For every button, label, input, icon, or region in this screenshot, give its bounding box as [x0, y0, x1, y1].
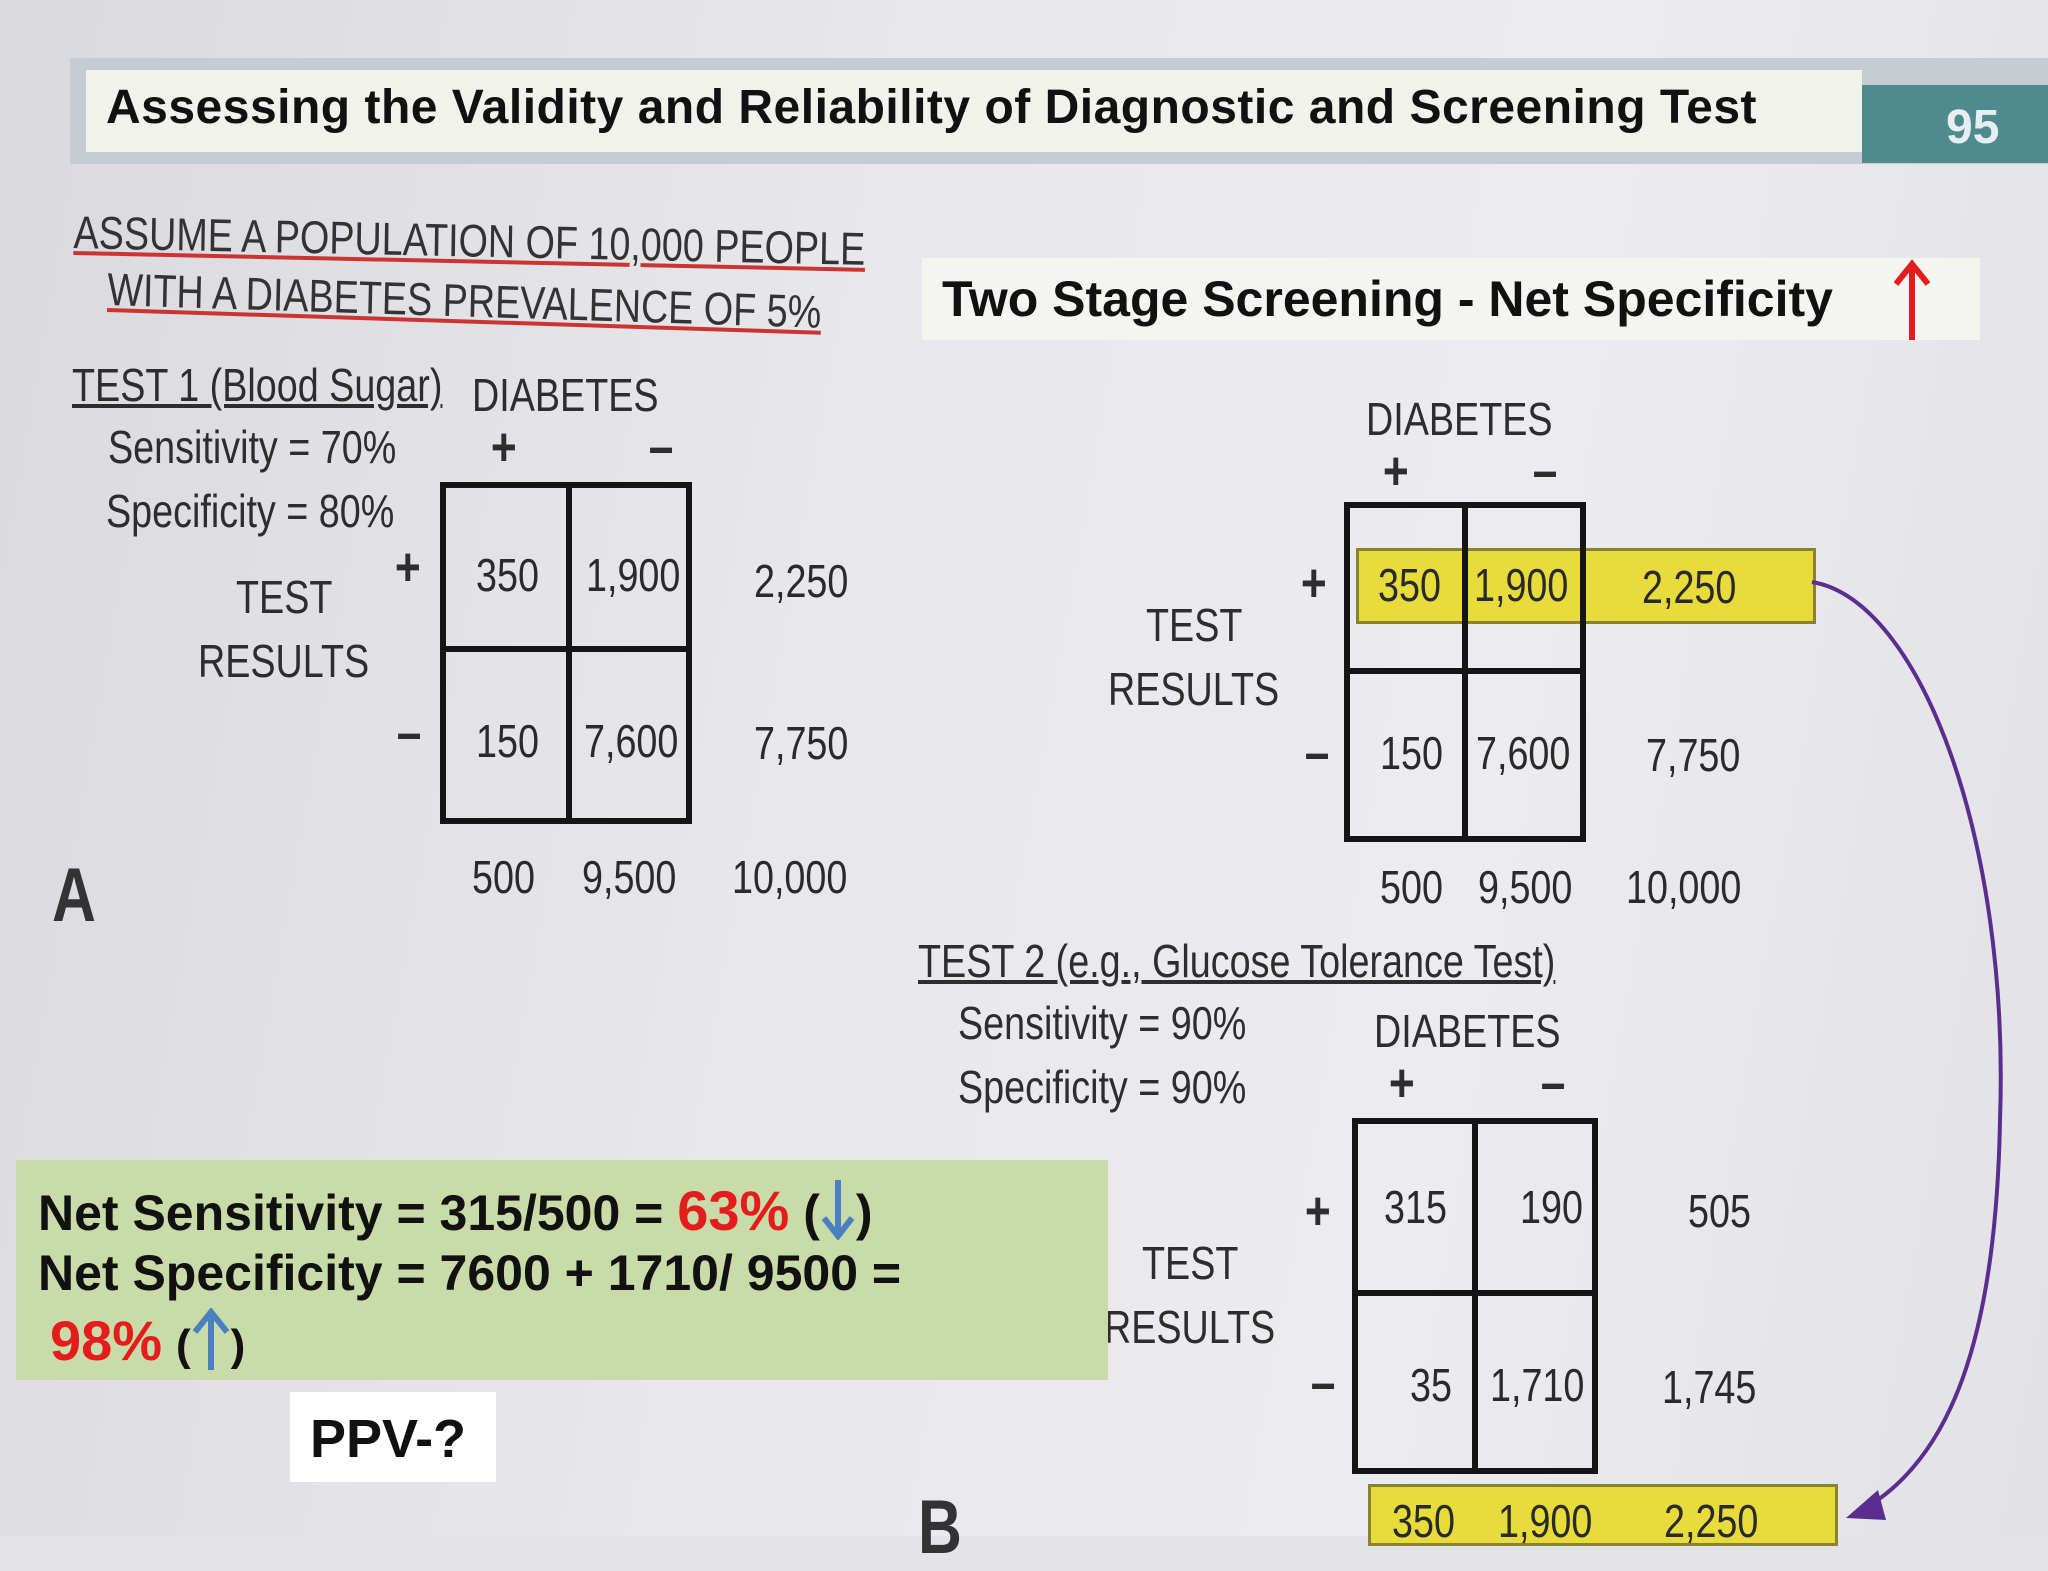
test2-bottom-tp: 350	[1392, 1495, 1455, 1547]
paren-open-2: (	[176, 1321, 191, 1370]
stage1-cell-fn: 150	[1380, 727, 1443, 779]
blue-up-arrow-icon	[192, 1308, 229, 1370]
assumption-line-2: WITH A DIABETES PREVALENCE OF 5%	[106, 262, 822, 338]
purple-curved-arrow-icon	[1811, 580, 2003, 1520]
panel-letter-a: A	[52, 853, 96, 938]
test1-specificity: Specificity = 80%	[106, 485, 395, 537]
stage1-grand-total: 10,000	[1626, 861, 1742, 913]
stage1-row-total-neg: 7,750	[1646, 729, 1741, 781]
test2-bottom-fp: 1,900	[1498, 1495, 1593, 1547]
test1-cell-tp: 350	[476, 549, 539, 601]
page-number-tab	[1862, 85, 2048, 163]
test1-cell-fp: 1,900	[586, 549, 681, 601]
test1-row-label-1: TEST	[236, 571, 333, 623]
test1-grand-total: 10,000	[732, 851, 848, 903]
test2-row-total-neg: 1,745	[1662, 1361, 1757, 1413]
title-box	[86, 70, 1862, 152]
net-sensitivity-value: 63%	[677, 1179, 790, 1242]
net-sensitivity-prefix: Net Sensitivity = 315/500 =	[38, 1185, 678, 1241]
paren-close-2: )	[230, 1321, 246, 1370]
stage1-highlight-positive-row	[1356, 548, 1816, 624]
test1-column-header: DIABETES	[472, 369, 659, 421]
net-specificity-value: 98%	[50, 1309, 163, 1372]
test2-specificity: Specificity = 90%	[958, 1061, 1247, 1113]
subtitle-text: Two Stage Screening - Net Specificity	[942, 271, 1833, 327]
test2-cell-tn: 1,710	[1490, 1359, 1585, 1411]
test2-label: TEST 2 (e.g., Glucose Tolerance Test)	[918, 935, 1556, 987]
test1-col-plus: +	[490, 417, 517, 477]
slide-title: Assessing the Validity and Reliability o…	[106, 81, 1757, 134]
stage1-row-total-pos: 2,250	[1642, 561, 1737, 613]
stage1-row-label-2: RESULTS	[1108, 663, 1280, 715]
summary-box	[16, 1160, 1108, 1380]
test2-row-plus: +	[1304, 1181, 1331, 1241]
test1-cell-fn: 150	[476, 715, 539, 767]
test1-row-label-2: RESULTS	[198, 635, 370, 687]
test1-label: TEST 1 (Blood Sugar)	[72, 359, 443, 411]
test1-col-total-pos: 500	[472, 851, 535, 903]
test2-row-minus: –	[1310, 1353, 1336, 1413]
stage1-row-label-1: TEST	[1146, 599, 1243, 651]
test1-row-total-neg: 7,750	[754, 717, 849, 769]
blue-down-arrow-icon	[821, 1180, 855, 1240]
stage1-cell-fp: 1,900	[1474, 559, 1569, 611]
stage1-cell-tn: 7,600	[1476, 727, 1571, 779]
net-specificity-result: 98% ( )	[50, 1308, 245, 1373]
page-number: 95	[1946, 101, 2000, 154]
stage1-col-plus: +	[1382, 441, 1409, 501]
panel-letter-b: B	[918, 1485, 962, 1570]
paren-close-1: )	[855, 1185, 873, 1241]
test1-sensitivity: Sensitivity = 70%	[108, 421, 397, 473]
test2-row-label-2: RESULTS	[1104, 1301, 1276, 1353]
stage1-col-minus: –	[1532, 441, 1558, 501]
test2-cell-tp: 315	[1384, 1181, 1447, 1233]
stage1-cell-tp: 350	[1378, 559, 1441, 611]
test2-sensitivity: Sensitivity = 90%	[958, 997, 1247, 1049]
stage1-col-total-pos: 500	[1380, 861, 1443, 913]
test2-col-minus: –	[1540, 1053, 1566, 1113]
test2-cell-fp: 190	[1520, 1181, 1583, 1233]
test2-row-total-pos: 505	[1688, 1185, 1751, 1237]
stage1-row-minus: –	[1304, 723, 1330, 783]
paren-open-1: (	[803, 1185, 820, 1241]
test2-col-plus: +	[1388, 1053, 1415, 1113]
test2-row-label-1: TEST	[1142, 1237, 1239, 1289]
ppv-box	[290, 1392, 496, 1482]
subtitle-box	[922, 258, 1980, 340]
test2-column-header: DIABETES	[1374, 1005, 1561, 1057]
stage1-column-header: DIABETES	[1366, 393, 1553, 445]
ppv-question: PPV-?	[310, 1409, 467, 1469]
test2-cell-fn: 35	[1410, 1359, 1452, 1411]
test2-bottom-total: 2,250	[1664, 1495, 1759, 1547]
test1-row-minus: –	[396, 703, 422, 763]
test1-row-plus: +	[394, 537, 421, 597]
test1-row-total-pos: 2,250	[754, 555, 849, 607]
test1-col-minus: –	[648, 417, 674, 477]
net-sensitivity-line: Net Sensitivity = 315/500 = 63% ( )	[38, 1178, 873, 1243]
stage1-row-plus: +	[1300, 553, 1327, 613]
stage1-col-total-neg: 9,500	[1478, 861, 1573, 913]
test1-cell-tn: 7,600	[584, 715, 679, 767]
net-specificity-line: Net Specificity = 7600 + 1710/ 9500 =	[38, 1245, 902, 1301]
test1-col-total-neg: 9,500	[582, 851, 677, 903]
red-up-arrow-icon	[1893, 259, 1931, 340]
